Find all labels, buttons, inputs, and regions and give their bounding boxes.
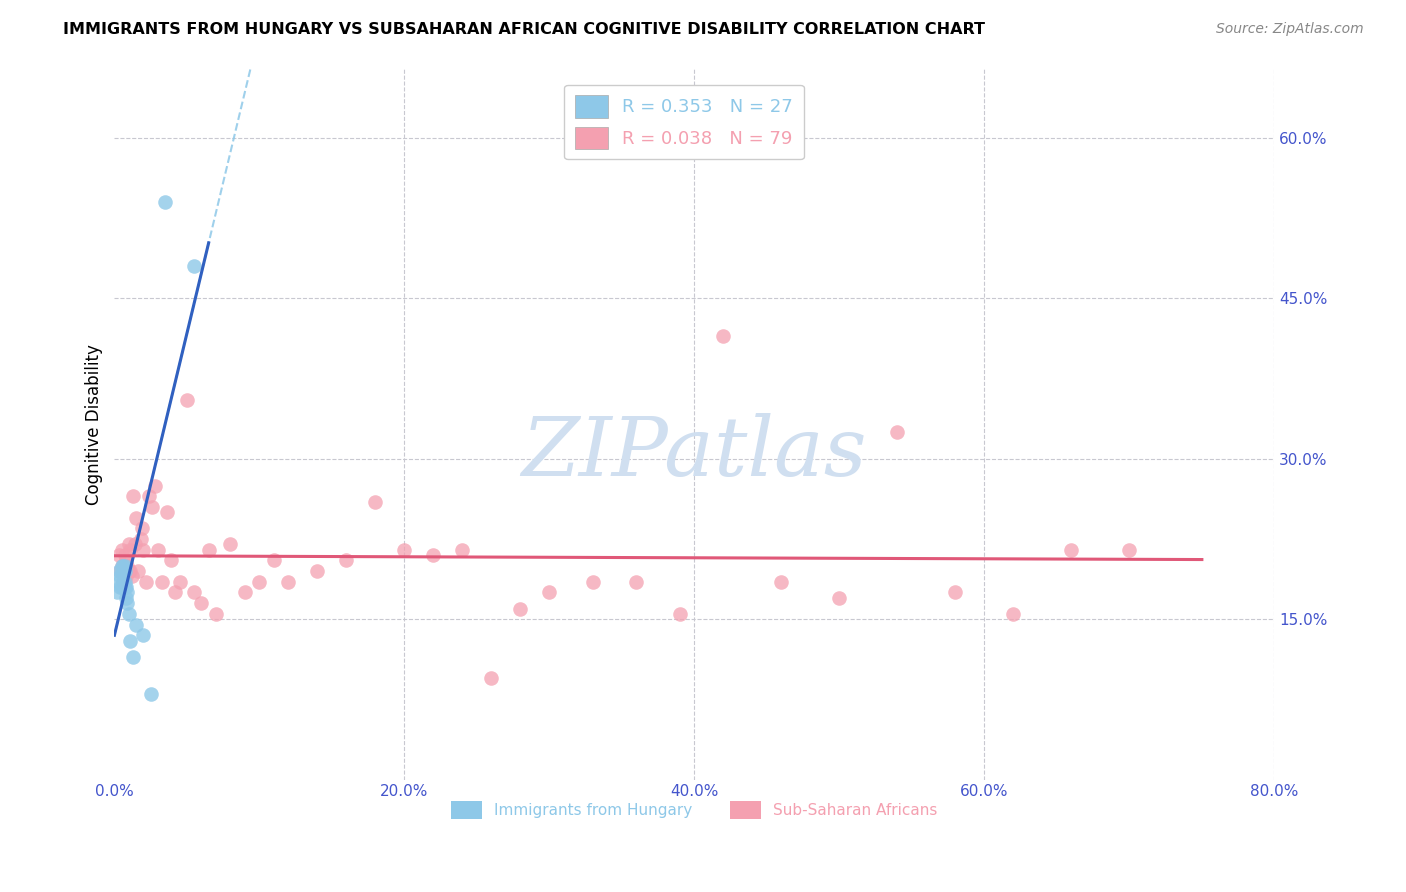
- Point: [335, 553, 357, 567]
- Point: [111, 564, 134, 578]
- Point: [122, 489, 145, 503]
- Point: [451, 542, 474, 557]
- Point: [120, 633, 142, 648]
- Point: [538, 585, 561, 599]
- Point: [114, 564, 136, 578]
- Point: [117, 596, 139, 610]
- Point: [150, 574, 173, 589]
- Point: [115, 553, 138, 567]
- Point: [143, 478, 166, 492]
- Point: [117, 564, 139, 578]
- Point: [1060, 542, 1083, 557]
- Point: [626, 574, 648, 589]
- Point: [112, 558, 135, 573]
- Point: [394, 542, 416, 557]
- Text: IMMIGRANTS FROM HUNGARY VS SUBSAHARAN AFRICAN COGNITIVE DISABILITY CORRELATION C: IMMIGRANTS FROM HUNGARY VS SUBSAHARAN AF…: [63, 22, 986, 37]
- Point: [114, 548, 136, 562]
- Point: [1118, 542, 1140, 557]
- Point: [112, 574, 135, 589]
- Point: [120, 564, 142, 578]
- Point: [118, 537, 141, 551]
- Point: [582, 574, 605, 589]
- Point: [132, 542, 155, 557]
- Point: [108, 564, 131, 578]
- Point: [125, 617, 148, 632]
- Point: [205, 607, 228, 621]
- Point: [117, 558, 139, 573]
- Point: [153, 195, 176, 210]
- Point: [114, 580, 136, 594]
- Point: [233, 585, 256, 599]
- Point: [111, 542, 134, 557]
- Point: [108, 580, 131, 594]
- Point: [886, 425, 908, 439]
- Point: [247, 574, 270, 589]
- Point: [183, 585, 205, 599]
- Point: [422, 548, 444, 562]
- Point: [111, 580, 134, 594]
- Point: [945, 585, 967, 599]
- Point: [131, 521, 153, 535]
- Legend: Immigrants from Hungary, Sub-Saharan Africans: Immigrants from Hungary, Sub-Saharan Afr…: [446, 795, 943, 825]
- Point: [114, 558, 136, 573]
- Point: [307, 564, 329, 578]
- Point: [364, 494, 387, 508]
- Point: [120, 542, 142, 557]
- Point: [141, 500, 163, 514]
- Point: [127, 564, 149, 578]
- Point: [481, 671, 503, 685]
- Point: [112, 558, 135, 573]
- Point: [176, 392, 198, 407]
- Point: [125, 510, 148, 524]
- Point: [135, 574, 157, 589]
- Point: [169, 574, 191, 589]
- Point: [129, 532, 152, 546]
- Text: ZIPatlas: ZIPatlas: [522, 412, 868, 492]
- Point: [770, 574, 793, 589]
- Point: [115, 591, 138, 605]
- Point: [121, 569, 143, 583]
- Point: [183, 260, 205, 274]
- Point: [115, 569, 138, 583]
- Point: [197, 542, 219, 557]
- Point: [115, 580, 138, 594]
- Point: [160, 553, 183, 567]
- Point: [132, 628, 155, 642]
- Point: [111, 558, 134, 573]
- Point: [1002, 607, 1025, 621]
- Point: [111, 558, 134, 573]
- Point: [105, 585, 128, 599]
- Point: [263, 553, 285, 567]
- Point: [124, 537, 146, 551]
- Point: [190, 596, 212, 610]
- Point: [669, 607, 692, 621]
- Point: [107, 564, 129, 578]
- Point: [713, 329, 735, 343]
- Point: [146, 542, 169, 557]
- Point: [118, 607, 141, 621]
- Point: [165, 585, 187, 599]
- Point: [108, 569, 131, 583]
- Point: [107, 574, 129, 589]
- Point: [828, 591, 851, 605]
- Y-axis label: Cognitive Disability: Cognitive Disability: [86, 343, 103, 505]
- Point: [112, 564, 135, 578]
- Point: [117, 585, 139, 599]
- Point: [107, 548, 129, 562]
- Point: [118, 564, 141, 578]
- Point: [114, 564, 136, 578]
- Point: [138, 489, 160, 503]
- Point: [139, 687, 162, 701]
- Point: [277, 574, 299, 589]
- Point: [509, 601, 531, 615]
- Point: [114, 574, 136, 589]
- Point: [122, 649, 145, 664]
- Point: [155, 505, 177, 519]
- Point: [219, 537, 242, 551]
- Text: Source: ZipAtlas.com: Source: ZipAtlas.com: [1216, 22, 1364, 37]
- Point: [112, 574, 135, 589]
